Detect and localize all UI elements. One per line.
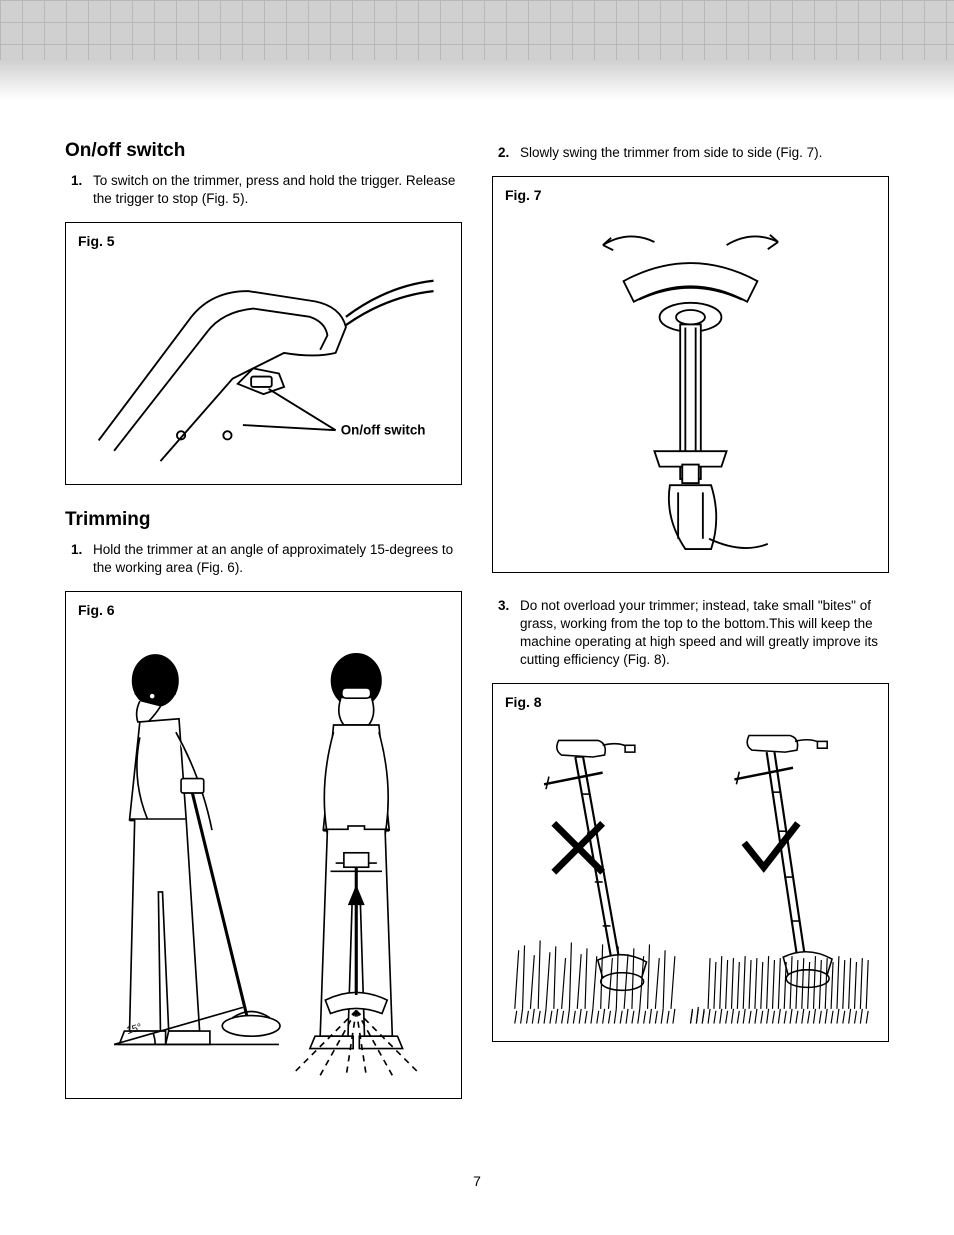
trimming-steps: 1. Hold the trimmer at an angle of appro… [65,541,462,577]
figure-6-label: Fig. 6 [78,602,449,618]
header-fade [0,60,954,100]
onoff-steps: 1. To switch on the trimmer, press and h… [65,172,462,208]
trimming-step-1: 1. Hold the trimmer at an angle of appro… [65,541,462,577]
heading-trimming: Trimming [65,509,462,531]
step-number: 1. [71,541,82,559]
onoff-step-1: 1. To switch on the trimmer, press and h… [65,172,462,208]
figure-8: Fig. 8 [492,683,889,1041]
step-number: 1. [71,172,82,190]
figure-6-illustration: 15° [78,624,449,1077]
figure-6: Fig. 6 [65,591,462,1098]
step-2: 2. Slowly swing the trimmer from side to… [492,144,889,162]
step-3: 3. Do not overload your trimmer; instead… [492,597,889,670]
step-text: To switch on the trimmer, press and hold… [93,173,455,206]
right-column: 2. Slowly swing the trimmer from side to… [492,140,889,1123]
step-text: Hold the trimmer at an angle of approxim… [93,542,453,575]
step-number: 2. [498,144,509,162]
right-step-2: 2. Slowly swing the trimmer from side to… [492,144,889,162]
figure-8-illustration [505,716,876,1028]
figure-5: Fig. 5 [65,222,462,484]
left-column: On/off switch 1. To switch on the trimme… [65,140,462,1123]
figure-7: Fig. 7 [492,176,889,572]
page-number: 7 [0,1153,954,1209]
step-text: Do not overload your trimmer; instead, t… [520,598,878,668]
figure-8-label: Fig. 8 [505,694,876,710]
page-content: On/off switch 1. To switch on the trimme… [0,100,954,1153]
figure-5-illustration: On/off switch [78,255,449,471]
right-step-3: 3. Do not overload your trimmer; instead… [492,597,889,670]
figure-5-label: Fig. 5 [78,233,449,249]
figure-7-label: Fig. 7 [505,187,876,203]
onoff-switch-callout: On/off switch [341,423,426,438]
figure-7-illustration [505,209,876,559]
step-number: 3. [498,597,509,615]
step-text: Slowly swing the trimmer from side to si… [520,145,822,160]
header-grid-pattern [0,0,954,60]
heading-onoff-switch: On/off switch [65,140,462,162]
